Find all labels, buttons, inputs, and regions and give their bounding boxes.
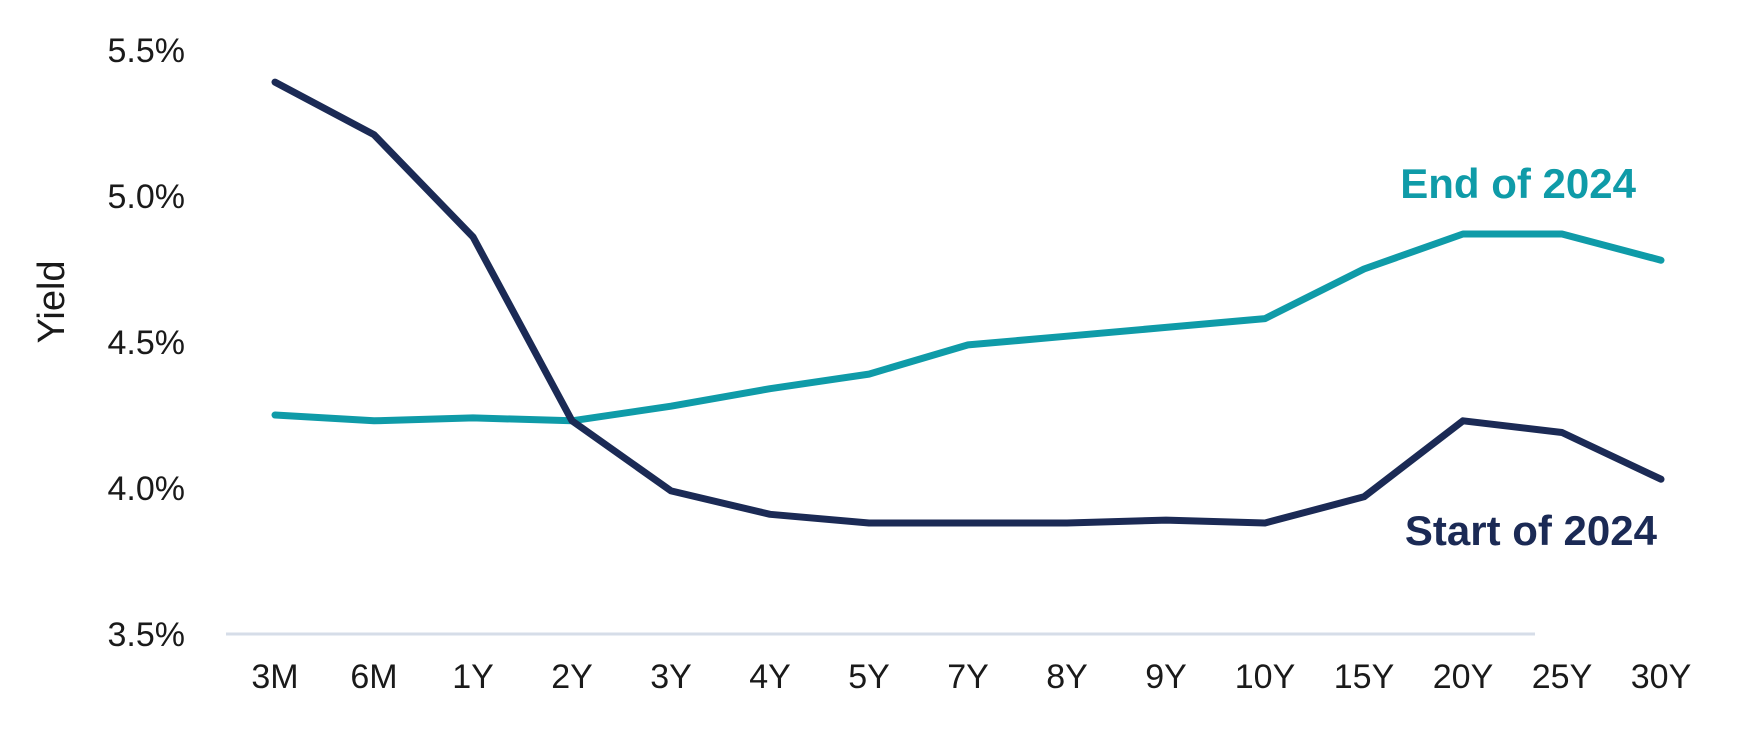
x-tick-label: 5Y	[848, 658, 890, 696]
series-labels: End of 2024 Start of 2024	[1400, 160, 1657, 554]
x-tick-label: 9Y	[1145, 658, 1187, 696]
y-tick-label: 4.0%	[108, 470, 186, 508]
series-label-end-of-2024: End of 2024	[1400, 160, 1636, 207]
x-tick-label: 8Y	[1046, 658, 1088, 696]
x-tick-label: 25Y	[1532, 658, 1593, 696]
series-line-start-of-2024	[271, 78, 1665, 527]
x-tick-label: 2Y	[551, 658, 593, 696]
x-tick-label: 4Y	[749, 658, 791, 696]
x-tick-label: 1Y	[452, 658, 494, 696]
series-label-start-of-2024: Start of 2024	[1405, 507, 1658, 554]
x-tick-label: 3M	[251, 658, 298, 696]
x-tick-label: 20Y	[1433, 658, 1494, 696]
x-tick-label: 3Y	[650, 658, 692, 696]
y-tick-label: 3.5%	[108, 616, 186, 654]
x-tick-label: 10Y	[1235, 658, 1296, 696]
y-tick-label: 4.5%	[108, 324, 186, 362]
x-tick-label: 15Y	[1334, 658, 1395, 696]
y-axis-title: Yield	[31, 260, 73, 343]
series-lines	[271, 78, 1665, 527]
x-axis-ticks: 3M 6M 1Y 2Y 3Y 4Y 5Y 7Y 8Y 9Y 10Y 15Y 20Y 25Y 30Y	[251, 658, 1691, 696]
x-tick-label: 7Y	[947, 658, 989, 696]
y-tick-label: 5.5%	[108, 32, 186, 70]
x-tick-label: 6M	[350, 658, 397, 696]
series-line-end-of-2024	[271, 230, 1665, 425]
x-tick-label: 30Y	[1631, 658, 1692, 696]
y-tick-label: 5.0%	[108, 178, 186, 216]
y-axis-ticks: 5.5% 5.0% 4.5% 4.0% 3.5%	[108, 32, 186, 654]
